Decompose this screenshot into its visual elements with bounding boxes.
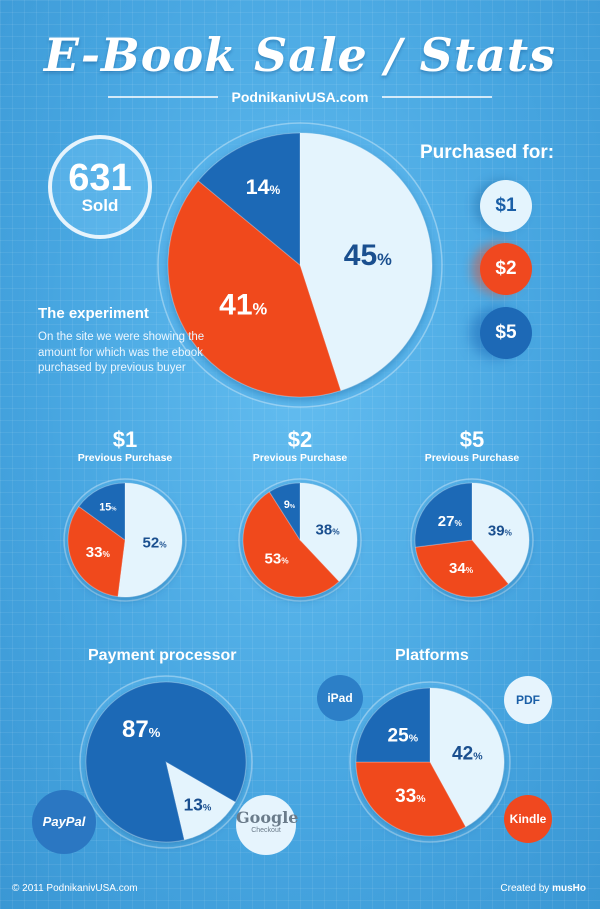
google-logo-sub: Checkout: [251, 827, 281, 834]
sold-badge: 631 Sold: [48, 135, 152, 239]
payment-title: Payment processor: [88, 647, 237, 664]
footer-copyright: © 2011 PodnikanivUSA.com: [12, 883, 138, 894]
pie-slices: [355, 687, 505, 837]
pie-slice: [117, 482, 183, 598]
section-head-3: $5 Previous Purchase: [402, 428, 542, 465]
pie-slice-label: 45%: [344, 239, 392, 272]
subtitle-row: PodnikanivUSA.com: [0, 87, 600, 107]
footer-credit: Created by musHo: [500, 883, 586, 894]
price-circle-5: $5: [480, 307, 532, 359]
purchased-title: Purchased for:: [420, 142, 555, 163]
google-logo-text: Google: [236, 808, 299, 827]
pie-chart-6: 42% 33% 25%: [349, 681, 511, 843]
platforms-title: Platforms: [395, 647, 469, 664]
ipad-tag: iPad: [317, 675, 363, 721]
page-title: E-Book Sale / Stats: [43, 28, 557, 82]
pdf-tag: PDF: [504, 676, 552, 724]
footer-credit-author: musHo: [552, 883, 586, 894]
pie-slice: [165, 760, 236, 841]
pie-slice: [414, 539, 510, 598]
pie-slice: [268, 482, 301, 542]
google-checkout-logo: Google Checkout: [236, 795, 299, 855]
pie-slice: [414, 482, 473, 548]
pie-slices: [414, 482, 530, 598]
pie-slices: [242, 482, 358, 598]
pie-slice-label: 13%: [184, 795, 212, 815]
section-sub-3: Previous Purchase: [424, 452, 520, 464]
pie-slice-label: 25%: [388, 726, 419, 747]
section-head-2: $2 Previous Purchase: [230, 428, 370, 465]
pie-slice: [78, 482, 126, 541]
pie-slice-label: 33%: [86, 544, 111, 561]
pie-slice-label: 14%: [246, 174, 281, 199]
pie-chart-5: 13% 87%: [79, 675, 253, 849]
pie-slice: [355, 687, 431, 763]
sold-label: Sold: [81, 196, 119, 215]
pie-slice-label: 33%: [395, 786, 426, 807]
pie-chart-2: 52% 33% 15%: [63, 478, 187, 602]
section-sub-1: Previous Purchase: [77, 452, 173, 464]
pie-slice-label: 34%: [449, 560, 474, 577]
pie-slices: [67, 482, 183, 598]
pie-chart-1: 45% 41% 14%: [157, 122, 443, 408]
pie-slice-label: 52%: [143, 534, 168, 551]
footer-credit-prefix: Created by: [500, 883, 550, 894]
pie-slice: [85, 681, 247, 843]
pie-slice-label: 41%: [219, 288, 267, 321]
paypal-logo: PayPal: [32, 790, 96, 854]
pie-slice-label: 15%: [99, 501, 117, 513]
pie-slice: [167, 180, 342, 398]
section-head-1: $1 Previous Purchase: [55, 428, 195, 465]
sold-count: 631: [68, 157, 132, 199]
pie-slice: [355, 761, 467, 837]
price-circle-1: $1: [480, 180, 532, 232]
pie-slice: [299, 482, 358, 583]
experiment-text: On the site we were showing the amount f…: [38, 331, 205, 374]
pie-slice-label: 42%: [452, 743, 483, 764]
pie-chart-4: 39% 34% 27%: [410, 478, 534, 602]
pie-slice-label: 9%: [284, 499, 296, 511]
pie-slice: [197, 132, 301, 267]
section-price-3: $5: [459, 427, 485, 452]
subtitle-divider-right: [382, 96, 493, 98]
pie-slice: [429, 687, 505, 828]
price-circle-2: $2: [480, 243, 532, 295]
pie-slice-label: 27%: [438, 513, 463, 530]
section-price-1: $1: [112, 427, 138, 452]
kindle-tag: Kindle: [504, 795, 552, 843]
subtitle: PodnikanivUSA.com: [231, 89, 369, 105]
pie-slice-label: 39%: [488, 522, 513, 539]
section-price-2: $2: [287, 427, 313, 452]
experiment-title: The experiment: [38, 305, 149, 322]
section-sub-2: Previous Purchase: [252, 452, 348, 464]
pie-slice-label: 87%: [122, 716, 161, 743]
subtitle-divider-left: [107, 96, 218, 98]
pie-slices: [167, 132, 433, 398]
pie-slice-label: 38%: [316, 522, 341, 539]
pie-slice: [242, 491, 340, 598]
pie-slice: [67, 505, 126, 598]
pie-slice: [471, 482, 530, 585]
pie-slices: [85, 681, 247, 843]
pie-chart-3: 38% 53% 9%: [238, 478, 362, 602]
pie-slice: [299, 132, 433, 392]
pie-slice-label: 53%: [265, 551, 290, 568]
